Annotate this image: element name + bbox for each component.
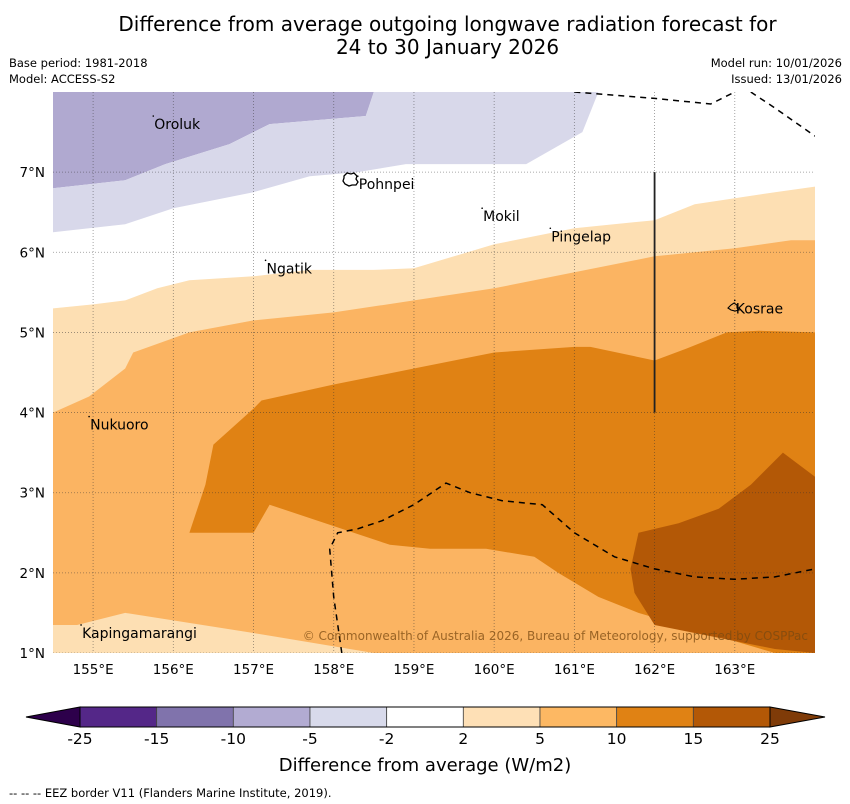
model-name: Model: ACCESS-S2 [9, 72, 116, 86]
colorbar-segment [539, 706, 618, 728]
colorbar-segment [386, 706, 464, 728]
place-label-oroluk: Oroluk [154, 117, 201, 133]
title-line-1: Difference from average outgoing longwav… [118, 12, 777, 36]
eez-border-line [328, 482, 815, 653]
latitude-tick-label: 1°N [20, 646, 45, 662]
contour-band-1 [53, 92, 599, 233]
colorbar-segment [616, 706, 694, 728]
chart-title: Difference from average outgoing longwav… [0, 13, 850, 59]
map-panel: Oroluk Pohnpei Mokil Pingelap Ngatik Kosrae Nu… [53, 92, 815, 653]
colorbar-segment [692, 706, 771, 728]
longitude-tick-label: 159°E [393, 662, 434, 678]
colorbar-tick-label: -5 [302, 730, 318, 748]
model-run-date: Model run: 10/01/2026 [710, 56, 842, 70]
colorbar-tick-label: -10 [220, 730, 246, 748]
colorbar-tick-label: 15 [683, 730, 704, 748]
longitude-tick-label: 161°E [554, 662, 595, 678]
colorbar-segment [309, 706, 388, 728]
title-line-2: 24 to 30 January 2026 [335, 35, 560, 59]
place-label-nukuoro: Nukuoro [90, 418, 148, 434]
latitude-tick-label: 4°N [20, 406, 45, 422]
base-period: Base period: 1981-2018 [9, 56, 148, 70]
island-marker [549, 227, 552, 230]
axis-tick-labels: 155°E 156°E 157°E 158°E 159°E 160°E 161°E 162°E… [20, 165, 756, 678]
latitude-tick-label: 6°N [20, 245, 45, 261]
longitude-tick-label: 156°E [153, 662, 194, 678]
colorbar-under-arrow [25, 706, 81, 728]
colorbar-tick-label: 2 [458, 730, 469, 748]
longitude-tick-label: 158°E [313, 662, 354, 678]
islands [342, 172, 741, 312]
colorbar-title: Difference from average (W/m2) [278, 755, 572, 776]
contour-band-5 [630, 452, 815, 653]
colorbar-segment [79, 706, 158, 728]
place-label-pingelap: Pingelap [551, 229, 611, 245]
longitude-tick-label: 157°E [233, 662, 274, 678]
colorbar-segment [232, 706, 311, 728]
colorbar-tick-label: -2 [378, 730, 395, 748]
place-label-kosrae: Kosrae [736, 301, 783, 317]
island-marker [80, 624, 82, 626]
island-marker [152, 115, 155, 117]
longitude-tick-label: 162°E [634, 662, 675, 678]
colorbar-tick-label: 5 [535, 730, 545, 748]
colorbar-segment [462, 706, 541, 728]
colorbar-tick-label: -15 [143, 730, 170, 748]
place-labels: Oroluk Pohnpei Mokil Pingelap Ngatik Kosrae Nu… [80, 115, 783, 642]
colorbar-tick-label: 25 [760, 730, 780, 748]
latitude-tick-label: 3°N [20, 486, 45, 502]
colorbar-tick-label: -25 [67, 730, 93, 748]
place-label-mokil: Mokil [483, 209, 520, 225]
colorbar [25, 706, 826, 728]
eez-footnote: -- -- -- EEZ border V11 (Flanders Marine… [9, 786, 332, 800]
island-marker [88, 415, 90, 418]
pohnpei-island-outline [342, 172, 359, 187]
copyright-text: © Commonwealth of Australia 2026, Bureau… [303, 629, 808, 643]
contour-bands [53, 92, 815, 653]
eez-border-lines [328, 92, 815, 653]
island-marker [357, 175, 359, 177]
place-label-ngatik: Ngatik [267, 261, 313, 277]
issued-date: Issued: 13/01/2026 [731, 72, 842, 86]
longitude-tick-label: 155°E [73, 662, 114, 678]
latitude-tick-label: 2°N [20, 566, 45, 582]
longitude-tick-label: 160°E [474, 662, 515, 678]
colorbar-segment [156, 706, 234, 728]
island-marker [481, 207, 483, 210]
longitude-tick-label: 163°E [714, 662, 755, 678]
contour-band-0 [53, 92, 374, 189]
meta-left: Base period: 1981-2018 Model: ACCESS-S2 [9, 55, 148, 87]
island-marker [264, 259, 267, 262]
latitude-tick-label: 5°N [20, 325, 45, 341]
place-label-kapingamarangi: Kapingamarangi [82, 626, 197, 642]
kosrae-island-outline [727, 302, 741, 312]
latitude-tick-label: 7°N [20, 165, 45, 181]
colorbar-tick-label: 10 [606, 730, 627, 748]
colorbar-over-arrow [769, 706, 826, 728]
place-label-pohnpei: Pohnpei [359, 177, 415, 193]
island-marker [733, 299, 736, 302]
meta-right: Model run: 10/01/2026 Issued: 13/01/2026 [711, 55, 842, 87]
graticule [53, 92, 815, 653]
colorbar-frame [79, 706, 771, 728]
